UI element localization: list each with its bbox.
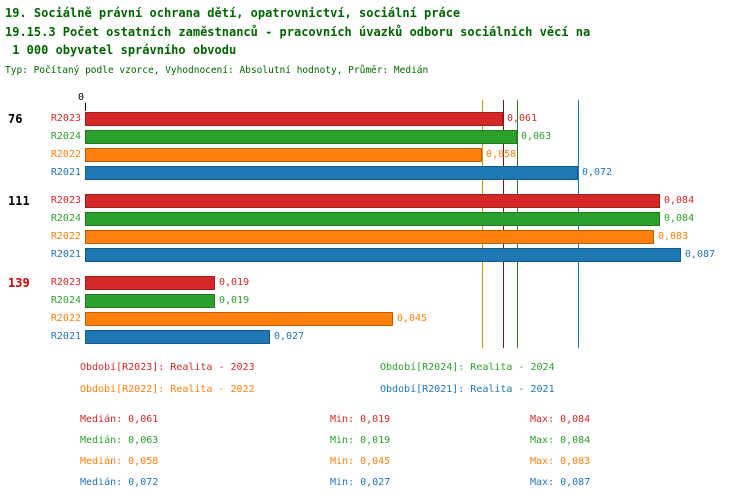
bar-value-label-111-R2022: 0,083 [658,231,689,242]
bar-value-label-76-R2023: 0,061 [507,113,538,124]
bar-value-label-76-R2024: 0,063 [521,131,552,142]
bar-series-label-R2023: R2023 [50,195,81,206]
bar-series-label-R2021: R2021 [50,167,81,178]
chart-title-line-2: 19.15.3 Počet ostatních zaměstnanců - pr… [5,25,591,39]
bar-value-label-139-R2023: 0,019 [219,277,250,288]
chart-title-line-1: 19. Sociálně právní ochrana dětí, opatro… [5,6,461,20]
stat-median-R2023: Medián: 0,061 [80,414,159,425]
bar-series-label-R2023: R2023 [50,277,81,288]
bar-139-R2023 [85,276,215,290]
legend-item-R2024: Období[R2024]: Realita - 2024 [380,362,555,373]
bar-76-R2023 [85,112,503,126]
bar-76-R2021 [85,166,578,180]
x-axis-origin-label: 0 [77,92,85,103]
bar-series-label-R2023: R2023 [50,113,81,124]
bar-value-label-139-R2021: 0,027 [274,331,305,342]
bar-series-label-R2022: R2022 [50,149,81,160]
bar-111-R2023 [85,194,660,208]
bar-value-label-139-R2022: 0,045 [397,313,428,324]
stat-min-R2021: Min: 0,027 [330,477,391,488]
stat-max-R2023: Max: 0,084 [530,414,591,425]
bar-value-label-76-R2021: 0,072 [582,167,613,178]
stat-min-R2024: Min: 0,019 [330,435,391,446]
bar-series-label-R2022: R2022 [50,231,81,242]
bar-series-label-R2022: R2022 [50,313,81,324]
bar-76-R2024 [85,130,517,144]
bar-series-label-R2021: R2021 [50,249,81,260]
legend-item-R2022: Období[R2022]: Realita - 2022 [80,384,255,395]
bar-value-label-76-R2022: 0,058 [486,149,517,160]
bar-value-label-139-R2024: 0,019 [219,295,250,306]
bar-76-R2022 [85,148,482,162]
x-axis-tick [85,103,86,111]
bar-139-R2022 [85,312,393,326]
bar-111-R2024 [85,212,660,226]
stat-min-R2023: Min: 0,019 [330,414,391,425]
stat-max-R2022: Max: 0,083 [530,456,591,467]
chart-meta: Typ: Počítaný podle vzorce, Vyhodnocení:… [5,65,429,76]
bar-111-R2022 [85,230,654,244]
bar-series-label-R2024: R2024 [50,295,81,306]
group-label-76: 76 [8,112,23,126]
chart-area: 0 76 R2023 0,061 R2024 0,063 R2022 0,058 R2021 0… [0,90,750,352]
bar-139-R2024 [85,294,215,308]
bar-series-label-R2024: R2024 [50,213,81,224]
stat-min-R2022: Min: 0,045 [330,456,391,467]
bar-value-label-111-R2024: 0,084 [664,213,695,224]
stat-median-R2024: Medián: 0,063 [80,435,159,446]
bar-value-label-111-R2023: 0,084 [664,195,695,206]
legend-item-R2023: Období[R2023]: Realita - 2023 [80,362,255,373]
bar-series-label-R2024: R2024 [50,131,81,142]
stat-median-R2021: Medián: 0,072 [80,477,159,488]
bar-value-label-111-R2021: 0,087 [685,249,716,260]
chart-title-line-3: 1 000 obyvatel správního obvodu [5,43,237,57]
bar-111-R2021 [85,248,681,262]
stat-max-R2021: Max: 0,087 [530,477,591,488]
bar-series-label-R2021: R2021 [50,331,81,342]
bar-139-R2021 [85,330,270,344]
group-label-111: 111 [8,194,30,208]
group-label-139: 139 [8,276,30,290]
stat-max-R2024: Max: 0,084 [530,435,591,446]
legend-item-R2021: Období[R2021]: Realita - 2021 [380,384,555,395]
stat-median-R2022: Medián: 0,058 [80,456,159,467]
